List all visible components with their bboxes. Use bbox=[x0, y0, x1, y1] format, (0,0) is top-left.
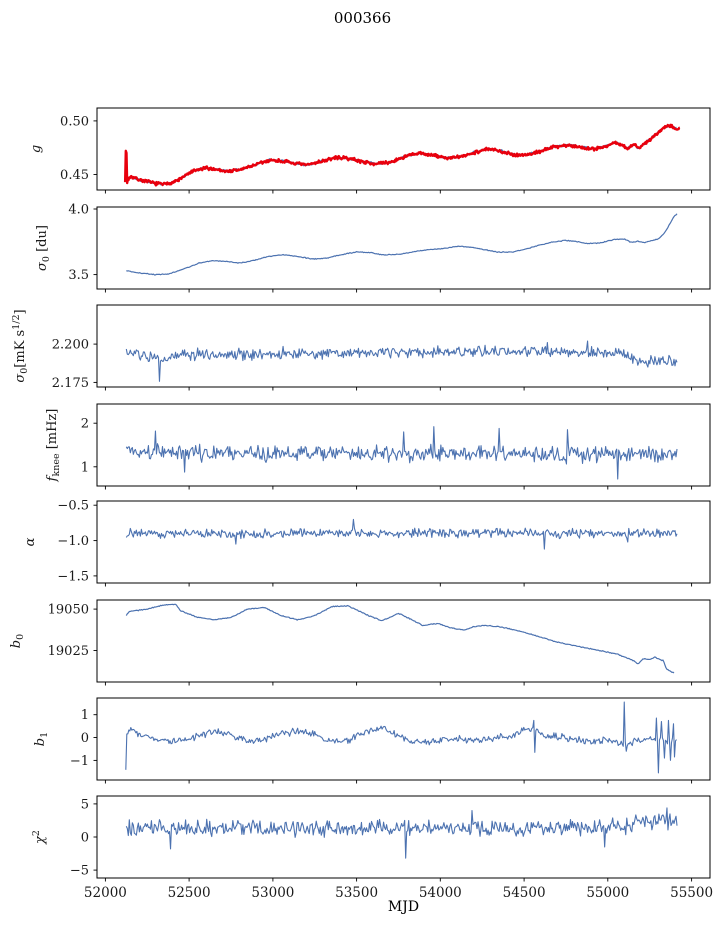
y-tick-label: 19050 bbox=[48, 603, 89, 618]
svg-text:σ0[mK s1/2]: σ0[mK s1/2] bbox=[11, 309, 30, 382]
x-tick-label: 53000 bbox=[251, 885, 294, 901]
svg-text:α: α bbox=[23, 537, 38, 546]
y-axis-label-b0: b0 bbox=[9, 634, 26, 648]
series-fknee bbox=[125, 426, 678, 480]
axes-box bbox=[96, 304, 711, 388]
y-tick-label: −0.5 bbox=[57, 499, 89, 514]
y-axis-label-alpha: α bbox=[23, 537, 38, 546]
panel-g: 0.50 0.45 g bbox=[29, 107, 711, 194]
y-tick-label: 1 bbox=[81, 460, 89, 475]
x-tick-label: 55500 bbox=[670, 885, 713, 901]
x-tick-label: 55000 bbox=[586, 885, 629, 901]
y-tick-label: 2.175 bbox=[52, 376, 89, 391]
y-tick-label: 2 bbox=[81, 417, 89, 432]
panel-alpha: −0.5 −1.0 −1.5 α bbox=[23, 499, 711, 587]
x-tick-label: 54500 bbox=[503, 885, 546, 901]
x-tick-label: 53500 bbox=[335, 885, 378, 901]
y-tick-label: 1 bbox=[81, 708, 89, 723]
axes-box bbox=[96, 206, 711, 290]
y-axis-label-sigma0-du: σ0 [du] bbox=[35, 225, 52, 271]
series-b1 bbox=[125, 701, 677, 774]
series-g-fit bbox=[123, 123, 681, 187]
series-alpha bbox=[125, 518, 678, 550]
series-sigma0-du bbox=[126, 213, 678, 276]
y-axis-label-chi2: χ2 bbox=[31, 830, 48, 845]
y-tick-label: 0.45 bbox=[60, 168, 89, 183]
axes-box bbox=[96, 107, 711, 191]
axes-box bbox=[96, 795, 711, 879]
y-tick-label: 0 bbox=[81, 731, 89, 746]
svg-text:σ0 [du]: σ0 [du] bbox=[35, 225, 52, 271]
y-tick-label: 0.50 bbox=[60, 114, 89, 129]
axes-box bbox=[96, 697, 711, 781]
y-tick-label: 0 bbox=[81, 831, 89, 846]
panel-sigma0-du: 4.0 3.5 σ0 [du] bbox=[35, 203, 711, 293]
y-tick-label: −1.5 bbox=[57, 569, 89, 584]
svg-text:fknee [mHz]: fknee [mHz] bbox=[45, 409, 62, 483]
y-tick-label: 5 bbox=[81, 797, 89, 812]
svg-text:b0: b0 bbox=[9, 634, 26, 648]
y-tick-label: 4.0 bbox=[68, 203, 89, 218]
x-tick-label: 54000 bbox=[419, 885, 462, 901]
y-axis-label-g: g bbox=[29, 145, 44, 153]
y-tick-label: −5 bbox=[70, 864, 89, 879]
panel-fknee: 2 1 fknee [mHz] bbox=[45, 403, 711, 490]
y-axis-label-sigma0-mk: σ0[mK s1/2] bbox=[11, 309, 30, 382]
y-tick-label: 2.200 bbox=[52, 338, 89, 353]
panel-b1: 1 0 −1 b1 bbox=[33, 697, 711, 784]
svg-text:b1: b1 bbox=[33, 732, 50, 746]
y-tick-label: −1.0 bbox=[57, 534, 89, 549]
x-tick-label: 52000 bbox=[84, 885, 127, 901]
x-axis-label: MJD bbox=[387, 899, 420, 915]
y-tick-label: −1 bbox=[70, 754, 89, 769]
series-chi2 bbox=[125, 807, 678, 859]
series-sigma0-mk bbox=[125, 340, 678, 382]
y-axis-label-fknee: fknee [mHz] bbox=[45, 409, 62, 483]
y-axis-label-b1: b1 bbox=[33, 732, 50, 746]
figure-title: 000366 bbox=[333, 9, 392, 27]
panel-b0: 19050 19025 b0 bbox=[9, 599, 711, 686]
axes-box bbox=[96, 403, 711, 487]
y-tick-label: 3.5 bbox=[68, 268, 89, 283]
x-tick-label: 52500 bbox=[168, 885, 211, 901]
panel-chi2: 5 0 −5 χ2 52000 52500 53000 53500 54000 54500 5500… bbox=[31, 795, 713, 901]
series-b0 bbox=[125, 603, 675, 674]
svg-text:χ2: χ2 bbox=[31, 830, 48, 845]
series-g-measured bbox=[125, 124, 677, 186]
panel-sigma0-mk: 2.200 2.175 σ0[mK s1/2] bbox=[11, 304, 711, 391]
y-tick-label: 19025 bbox=[48, 644, 89, 659]
axes-box bbox=[96, 500, 711, 584]
axes-box bbox=[96, 599, 711, 683]
svg-text:g: g bbox=[29, 145, 44, 153]
